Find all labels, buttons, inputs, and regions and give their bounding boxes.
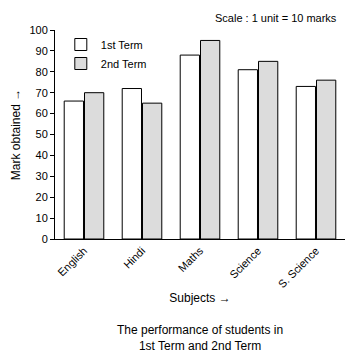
svg-text:60: 60 [36, 107, 48, 119]
svg-text:90: 90 [36, 45, 48, 57]
svg-text:70: 70 [36, 87, 48, 99]
svg-text:English: English [55, 245, 89, 279]
svg-text:Mark obtained →: Mark obtained → [9, 89, 23, 180]
svg-text:0: 0 [42, 233, 48, 245]
svg-text:100: 100 [29, 24, 47, 36]
svg-text:40: 40 [36, 149, 48, 161]
svg-text:10: 10 [36, 212, 48, 224]
svg-text:S. Science: S. Science [276, 245, 322, 291]
svg-text:20: 20 [36, 191, 48, 203]
svg-text:The performance of students in: The performance of students in1st Term a… [117, 323, 283, 353]
svg-text:Hindi: Hindi [121, 245, 147, 271]
svg-text:30: 30 [36, 170, 48, 182]
svg-text:Maths: Maths [176, 244, 206, 274]
svg-text:Science: Science [227, 245, 263, 281]
svg-text:Scale : 1 unit = 10 marks: Scale : 1 unit = 10 marks [215, 12, 337, 24]
svg-text:Subjects →: Subjects → [169, 291, 230, 305]
svg-text:2nd Term: 2nd Term [101, 58, 147, 70]
svg-text:50: 50 [36, 128, 48, 140]
svg-text:1st Term: 1st Term [101, 39, 143, 51]
svg-text:80: 80 [36, 66, 48, 78]
